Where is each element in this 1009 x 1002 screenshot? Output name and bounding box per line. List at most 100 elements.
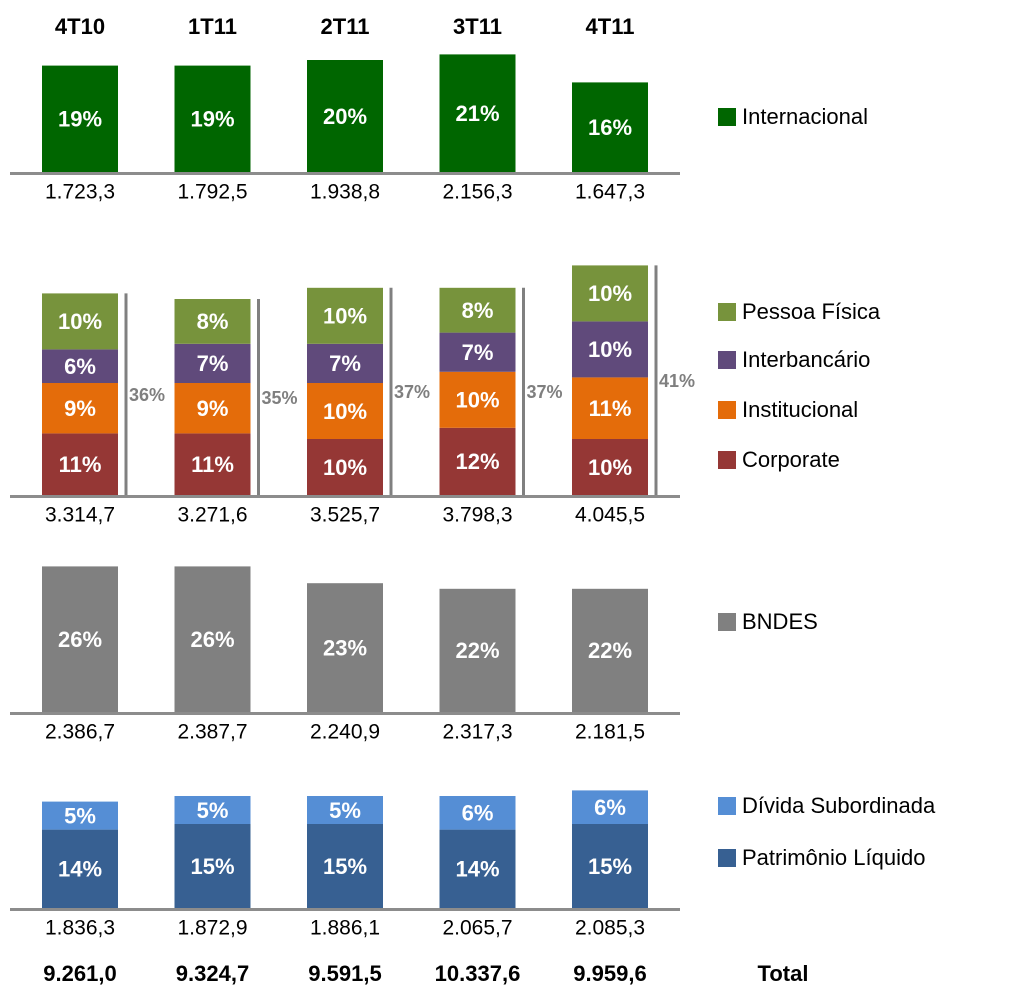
bar-segment [174, 343, 251, 383]
amount-label: 1.723,3 [45, 181, 115, 204]
bar-segment [439, 54, 516, 172]
bar-segment [439, 332, 516, 372]
segment-label: 10% [58, 309, 102, 334]
segment-label: 23% [323, 635, 367, 660]
amount-label: 1.647,3 [575, 181, 645, 204]
segment-label: 10% [323, 399, 367, 424]
segment-label: 11% [191, 452, 234, 477]
legend-swatch [718, 613, 736, 631]
category-label: 4T11 [586, 14, 635, 39]
segment-label: 19% [58, 107, 102, 132]
segment-label: 9% [64, 396, 96, 421]
segment-label: 10% [323, 455, 367, 480]
segment-label: 11% [59, 452, 102, 477]
segment-label: 6% [594, 795, 626, 820]
segment-label: 14% [58, 857, 102, 882]
segment-label: 15% [323, 854, 367, 879]
segment-label: 15% [588, 854, 632, 879]
bar-segment [42, 383, 118, 434]
bar-segment [439, 796, 516, 830]
legend-swatch [718, 351, 736, 369]
legend-label: Institucional [742, 397, 858, 422]
bracket-label: 41% [659, 371, 695, 391]
total-label: Total [758, 961, 809, 986]
category-label: 3T11 [453, 14, 502, 39]
total-value: 9.261,0 [43, 961, 116, 986]
bar-segment [439, 588, 516, 712]
bar-segment [439, 427, 516, 495]
legend-label: Corporate [742, 447, 840, 472]
segment-label: 5% [329, 798, 361, 823]
total-value: 9.324,7 [176, 961, 249, 986]
legend-swatch [718, 108, 736, 126]
legend-label: Internacional [742, 104, 868, 129]
amount-label: 2.156,3 [442, 181, 512, 204]
bar-segment [307, 796, 383, 824]
amount-label: 1.836,3 [45, 917, 115, 940]
segment-label: 10% [588, 281, 632, 306]
segment-label: 7% [197, 351, 229, 376]
bar-segment [572, 321, 648, 378]
segment-label: 12% [455, 449, 499, 474]
segment-label: 15% [190, 854, 234, 879]
bar-segment [439, 371, 516, 428]
amount-label: 1.938,8 [310, 181, 380, 204]
segment-label: 6% [462, 801, 494, 826]
segment-label: 26% [190, 627, 234, 652]
bar-segment [572, 265, 648, 322]
amount-label: 1.886,1 [310, 917, 380, 940]
amount-label: 1.872,9 [177, 917, 247, 940]
category-label: 2T11 [321, 14, 370, 39]
bar-segment [42, 566, 118, 712]
segment-label: 10% [588, 337, 632, 362]
bar-segment [307, 824, 383, 908]
segment-label: 14% [455, 857, 499, 882]
bar-segment [307, 439, 383, 495]
amount-label: 2.240,9 [310, 721, 380, 744]
bracket-label: 37% [394, 382, 430, 402]
bar-segment [174, 433, 251, 495]
bar-segment [42, 293, 118, 350]
bar-segment [307, 287, 383, 344]
segment-label: 7% [329, 351, 361, 376]
bar-segment [42, 433, 118, 495]
segment-label: 20% [323, 104, 367, 129]
amount-label: 2.181,5 [575, 721, 645, 744]
segment-label: 22% [455, 638, 499, 663]
amount-label: 4.045,5 [575, 504, 645, 527]
segment-label: 5% [64, 803, 96, 828]
bar-segment [174, 383, 251, 434]
total-value: 9.959,6 [573, 961, 646, 986]
amount-label: 2.386,7 [45, 721, 115, 744]
amount-label: 2.065,7 [442, 917, 512, 940]
legend-label: Pessoa Física [742, 299, 881, 324]
segment-label: 11% [589, 396, 632, 421]
bar-segment [572, 824, 648, 908]
bar-segment [307, 60, 383, 172]
bar-segment [307, 383, 383, 439]
segment-label: 26% [58, 627, 102, 652]
bar-segment [572, 377, 648, 439]
bar-segment [572, 439, 648, 495]
segment-label: 9% [197, 396, 229, 421]
amount-label: 3.798,3 [442, 504, 512, 527]
segment-label: 5% [197, 798, 229, 823]
segment-label: 6% [64, 354, 96, 379]
segment-label: 8% [462, 298, 494, 323]
segment-label: 21% [455, 101, 499, 126]
segment-label: 10% [455, 388, 499, 413]
bracket-label: 35% [262, 388, 298, 408]
bracket-label: 36% [129, 385, 165, 405]
amount-label: 2.085,3 [575, 917, 645, 940]
bar-segment [572, 588, 648, 712]
bar-segment [174, 65, 251, 172]
legend-swatch [718, 401, 736, 419]
legend-label: BNDES [742, 609, 818, 634]
bar-segment [42, 349, 118, 383]
segment-label: 10% [323, 304, 367, 329]
bar-segment [174, 566, 251, 712]
bar-segment [572, 790, 648, 824]
segment-label: 10% [588, 455, 632, 480]
